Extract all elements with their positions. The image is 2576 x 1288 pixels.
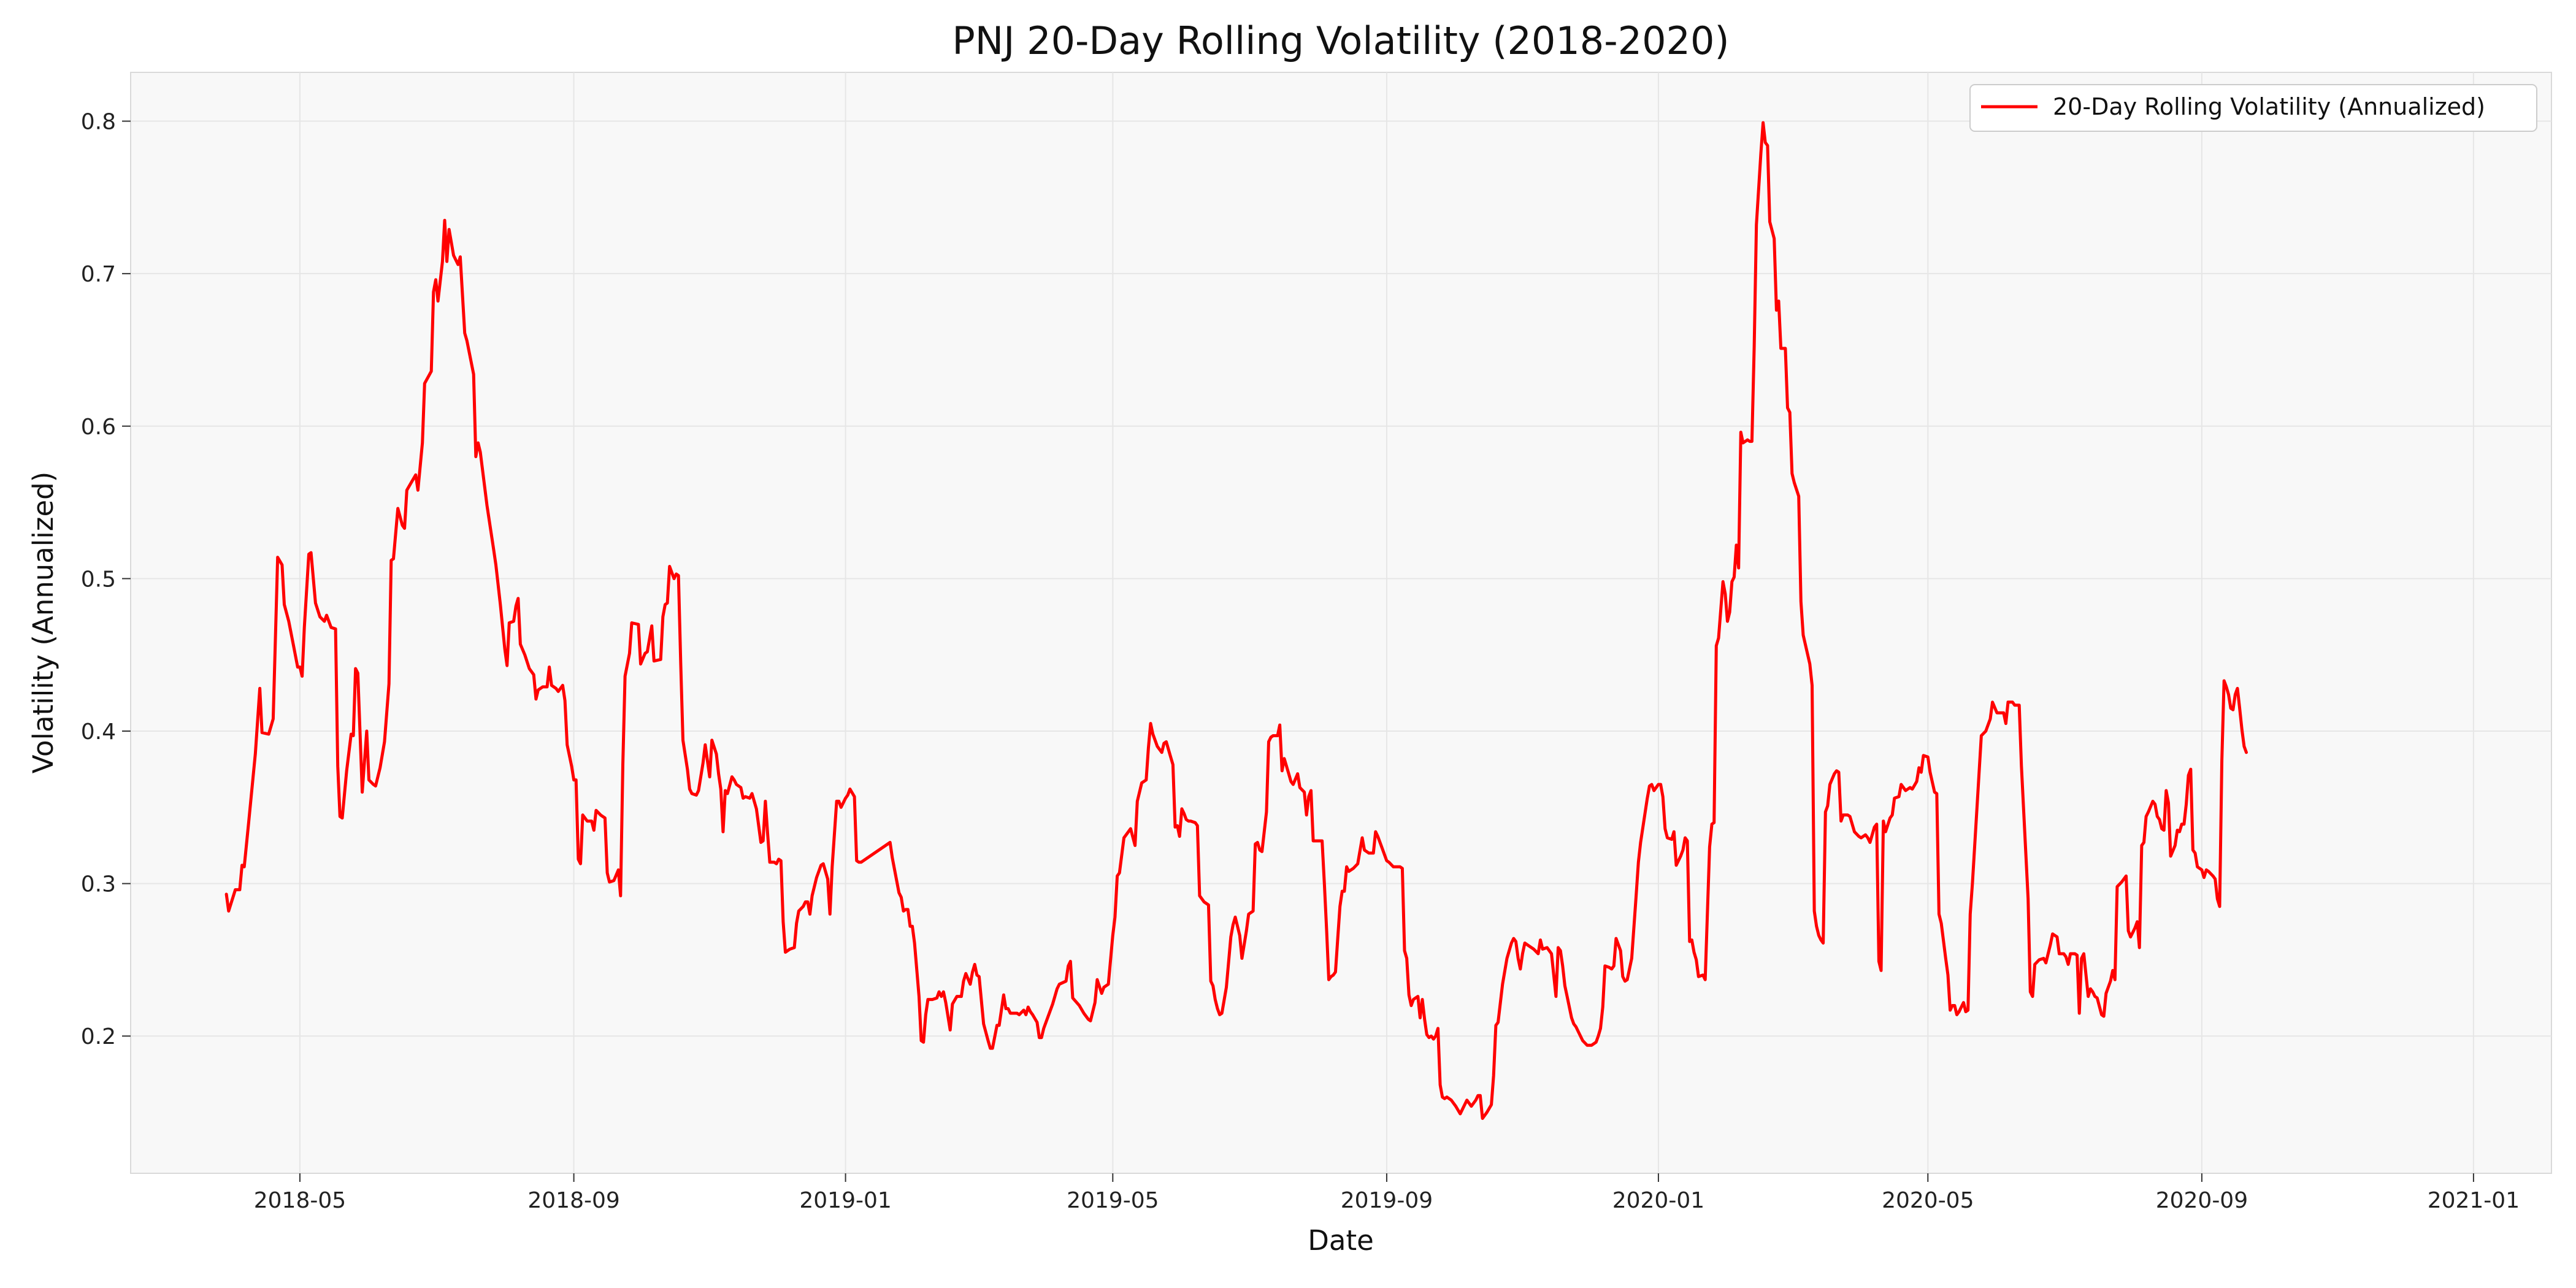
x-tick-label: 2019-01 (799, 1188, 891, 1213)
legend-label: 20-Day Rolling Volatility (Annualized) (2053, 93, 2485, 120)
y-tick-label: 0.3 (81, 872, 116, 897)
y-tick-label: 0.4 (81, 719, 116, 745)
x-tick-label: 2018-05 (254, 1188, 346, 1213)
series-lines (224, 121, 2248, 1120)
x-tick-label: 2019-09 (1341, 1188, 1433, 1213)
x-tick-label: 2019-05 (1067, 1188, 1159, 1213)
y-tick-label: 0.5 (81, 567, 116, 592)
y-tick-label: 0.7 (81, 262, 116, 287)
series-line (224, 121, 2248, 1120)
chart-title: PNJ 20-Day Rolling Volatility (2018-2020… (952, 18, 1729, 63)
x-tick-label: 2020-09 (2156, 1188, 2248, 1213)
y-tick-label: 0.6 (81, 415, 116, 440)
y-tick-label: 0.8 (81, 110, 116, 135)
x-tick-label: 2020-01 (1612, 1188, 1704, 1213)
y-tick-label: 0.2 (81, 1024, 116, 1049)
x-tick-label: 2018-09 (527, 1188, 619, 1213)
y-axis-title: Volatility (Annualized) (27, 472, 59, 774)
x-tick-label: 2021-01 (2428, 1188, 2520, 1213)
x-axis-title: Date (1308, 1224, 1374, 1257)
plot-area (130, 72, 2552, 1174)
y-axis-ticks: 0.2 0.3 0.4 0.5 0.6 0.7 0.8 (81, 110, 131, 1049)
grid-lines (131, 72, 2551, 1173)
x-tick-label: 2020-05 (1882, 1188, 1974, 1213)
legend: 20-Day Rolling Volatility (Annualized) (1969, 84, 2537, 132)
legend-box (1969, 84, 2537, 132)
x-axis-ticks: 2018-05 2018-09 2019-01 2019-05 2019-09 2020-… (254, 1173, 2520, 1213)
